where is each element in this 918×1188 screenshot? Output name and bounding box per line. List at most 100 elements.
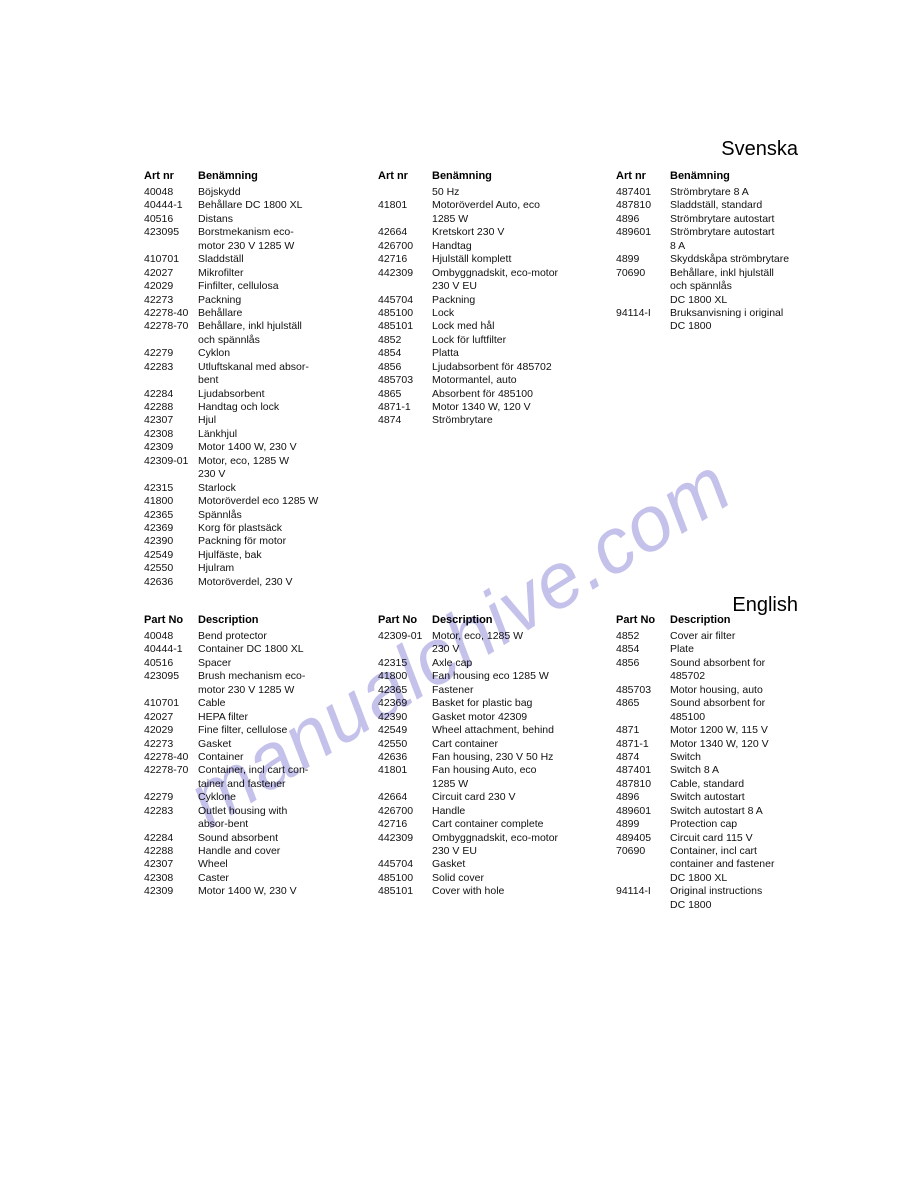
part-description: Motor, eco, 1285 W (198, 455, 354, 468)
part-description: Cart container (432, 738, 592, 751)
table-row: .230 V (144, 468, 354, 481)
table-row: .absor-bent (144, 818, 354, 831)
table-row: 410701Cable (144, 697, 354, 710)
table-row: 42309Motor 1400 W, 230 V (144, 885, 354, 898)
part-number: 4896 (616, 213, 670, 226)
part-number: 445704 (378, 294, 432, 307)
part-description: Switch autostart 8 A (670, 805, 816, 818)
part-description: Cart container complete (432, 818, 592, 831)
part-number: 42284 (144, 388, 198, 401)
header-artnr: Art nr (378, 170, 432, 182)
part-number: 42278-40 (144, 751, 198, 764)
part-description: Original instructions (670, 885, 816, 898)
table-row: 42278-70Container, incl cart con- (144, 764, 354, 777)
part-description: Ombyggnadskit, eco-motor (432, 832, 592, 845)
table-row: 410701Sladdställ (144, 253, 354, 266)
part-number: 4896 (616, 791, 670, 804)
table-row: 487401Switch 8 A (616, 764, 816, 777)
part-description: Fan housing, 230 V 50 Hz (432, 751, 592, 764)
part-number: 42390 (144, 535, 198, 548)
table-row: .DC 1800 (616, 320, 816, 333)
table-row: 42369Basket for plastic bag (378, 697, 592, 710)
part-description: Axle cap (432, 657, 592, 670)
part-description: Skyddskåpa strömbrytare (670, 253, 816, 266)
part-number: 426700 (378, 240, 432, 253)
part-description: Strömbrytare (432, 414, 592, 427)
part-number: 4874 (616, 751, 670, 764)
table-row: 94114-IBruksanvisning i original (616, 307, 816, 320)
table-row: 41800Motoröverdel eco 1285 W (144, 495, 354, 508)
table-row: 41801Fan housing Auto, eco (378, 764, 592, 777)
table-row: 42636Motoröverdel, 230 V (144, 576, 354, 589)
part-description: Hjulfäste, bak (198, 549, 354, 562)
part-description: Distans (198, 213, 354, 226)
sv-column-1: Art nr Benämning 40048Böjskydd40444-1Beh… (144, 170, 354, 589)
en-column-3: Part No Description 4852Cover air filter… (616, 614, 816, 912)
part-number: 42365 (378, 684, 432, 697)
part-description: och spännlås (198, 334, 354, 347)
table-row: 485100Lock (378, 307, 592, 320)
part-number: 42309-01 (378, 630, 432, 643)
table-row: 40516Spacer (144, 657, 354, 670)
part-description: Protection cap (670, 818, 816, 831)
table-row: .485100 (616, 711, 816, 724)
table-row: 4896Switch autostart (616, 791, 816, 804)
part-description: Fan housing eco 1285 W (432, 670, 592, 683)
part-description: Ljudabsorbent för 485702 (432, 361, 592, 374)
header-description: Description (198, 614, 259, 626)
part-description: DC 1800 XL (670, 872, 816, 885)
en-column-2: Part No Description 42309-01Motor, eco, … (378, 614, 592, 912)
part-number: 410701 (144, 697, 198, 710)
part-description: Ljudabsorbent (198, 388, 354, 401)
table-row: .DC 1800 XL (616, 294, 816, 307)
part-number: 4854 (616, 643, 670, 656)
part-number: 42309-01 (144, 455, 198, 468)
table-row: .bent (144, 374, 354, 387)
part-description: 1285 W (432, 213, 592, 226)
table-row: 4852Lock för luftfilter (378, 334, 592, 347)
part-description: 8 A (670, 240, 816, 253)
part-number: 4852 (616, 630, 670, 643)
part-number: 42549 (378, 724, 432, 737)
table-row: .DC 1800 (616, 899, 816, 912)
table-row: 42279Cyklon (144, 347, 354, 360)
part-number: 41801 (378, 764, 432, 777)
part-number: 4899 (616, 818, 670, 831)
en-col3-header: Part No Description (616, 614, 816, 626)
part-number: 487810 (616, 778, 670, 791)
part-description: Sound absorbent for (670, 697, 816, 710)
part-description: Motoröverdel Auto, eco (432, 199, 592, 212)
table-row: 426700Handtag (378, 240, 592, 253)
part-number: 485101 (378, 885, 432, 898)
table-row: 40048Böjskydd (144, 186, 354, 199)
table-row: 42288Handle and cover (144, 845, 354, 858)
part-number: 42029 (144, 724, 198, 737)
header-partno: Part No (144, 614, 198, 626)
table-row: 42308Länkhjul (144, 428, 354, 441)
table-row: 485703Motormantel, auto (378, 374, 592, 387)
table-row: 487401Strömbrytare 8 A (616, 186, 816, 199)
part-number: 42273 (144, 738, 198, 751)
part-number: 4865 (616, 697, 670, 710)
table-row: .tainer and fastener (144, 778, 354, 791)
part-number: 4856 (378, 361, 432, 374)
table-row: 42027HEPA filter (144, 711, 354, 724)
part-description: Böjskydd (198, 186, 354, 199)
table-row: 41800Fan housing eco 1285 W (378, 670, 592, 683)
part-number: 489601 (616, 805, 670, 818)
table-row: .motor 230 V 1285 W (144, 684, 354, 697)
part-number: 485703 (616, 684, 670, 697)
header-artnr: Art nr (616, 170, 670, 182)
part-description: Strömbrytare 8 A (670, 186, 816, 199)
part-description: Motoröverdel, 230 V (198, 576, 354, 589)
part-number: 42315 (378, 657, 432, 670)
part-number: 40444-1 (144, 643, 198, 656)
table-row: .50 Hz (378, 186, 592, 199)
part-description: 230 V EU (432, 845, 592, 858)
part-number: 42288 (144, 845, 198, 858)
part-description: Handtag och lock (198, 401, 354, 414)
table-row: 42029Fine filter, cellulose (144, 724, 354, 737)
part-number: 42664 (378, 226, 432, 239)
part-number: 489601 (616, 226, 670, 239)
part-number: 40516 (144, 213, 198, 226)
